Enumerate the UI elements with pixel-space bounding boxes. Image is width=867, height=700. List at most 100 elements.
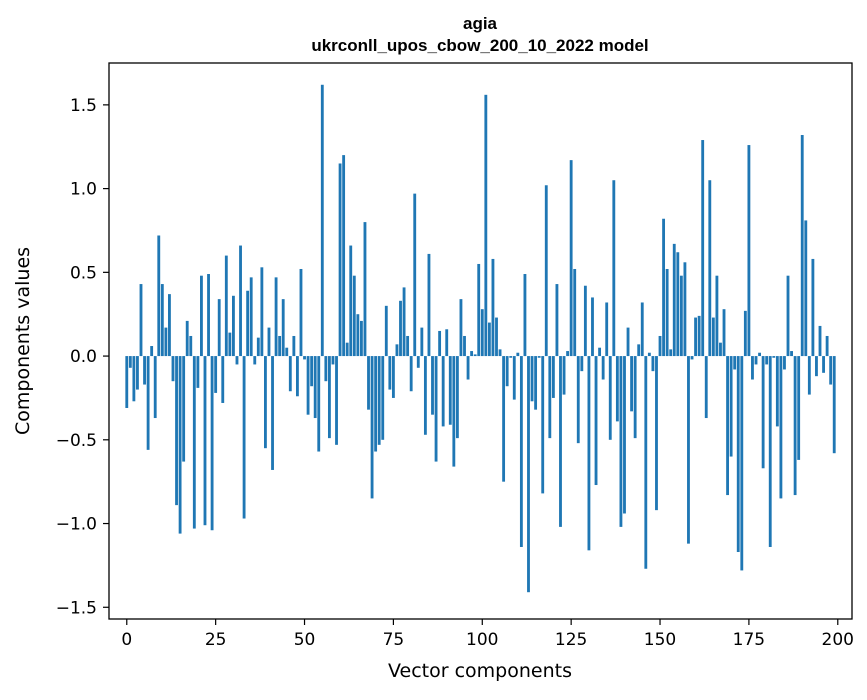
bar-component-164	[708, 180, 712, 357]
bar-component-140	[623, 356, 626, 514]
bar-component-139	[619, 356, 623, 527]
bar-component-78	[402, 287, 406, 357]
bar-component-97	[470, 351, 474, 357]
bar-component-26	[217, 299, 221, 357]
x-axis-label: Vector components	[388, 660, 572, 682]
bar-component-134	[601, 356, 605, 380]
bar-component-178	[758, 352, 761, 357]
bar-component-124	[566, 351, 570, 357]
bar-component-88	[438, 330, 442, 357]
bar-component-68	[367, 356, 370, 410]
bar-component-65	[356, 314, 360, 357]
bar-component-20	[196, 356, 200, 388]
bar-component-167	[719, 342, 722, 357]
bar-component-192	[807, 356, 811, 395]
y-tick-label: 0.5	[70, 263, 97, 283]
bar-component-104	[495, 317, 498, 357]
bar-component-153	[669, 349, 673, 357]
bar-component-145	[640, 302, 644, 357]
bar-component-108	[509, 356, 513, 358]
bar-component-5	[143, 356, 146, 385]
bar-component-28	[224, 255, 228, 357]
y-axis: −1.5 −1.0 −0.5 0.0 0.5 1.0 1.5	[56, 96, 109, 618]
bar-component-69	[370, 356, 374, 499]
bar-component-46	[288, 356, 292, 392]
bar-component-115	[534, 356, 538, 410]
bar-component-155	[676, 252, 680, 357]
bar-component-83	[420, 327, 424, 357]
bars-layer	[125, 84, 836, 593]
bar-component-131	[591, 297, 594, 357]
bar-component-38	[260, 267, 264, 357]
bar-component-12	[168, 294, 171, 357]
bar-component-53	[313, 356, 317, 419]
chart-subtitle: ukrconll_upos_cbow_200_10_2022 model	[311, 36, 648, 55]
bar-component-92	[452, 356, 456, 467]
bar-component-105	[498, 349, 502, 357]
bar-component-63	[349, 245, 353, 357]
bar-component-198	[829, 356, 833, 385]
bar-component-144	[637, 344, 641, 357]
bar-component-123	[562, 356, 566, 395]
bar-component-193	[811, 258, 815, 357]
bar-component-121	[555, 284, 559, 357]
bar-component-81	[413, 193, 417, 357]
bar-component-154	[672, 243, 676, 357]
bar-component-119	[548, 356, 552, 439]
bar-component-128	[580, 356, 584, 372]
bar-component-52	[310, 356, 314, 387]
y-axis-label: Components values	[12, 247, 34, 435]
bar-component-19	[192, 356, 196, 529]
bar-component-183	[775, 356, 779, 427]
bar-component-49	[299, 268, 303, 357]
bar-component-100	[480, 309, 484, 357]
bar-component-34	[246, 290, 250, 357]
bar-component-116	[537, 356, 541, 358]
y-tick-label: −0.5	[56, 431, 97, 451]
bar-component-190	[800, 135, 804, 357]
bar-component-7	[150, 346, 154, 357]
bar-component-152	[665, 268, 669, 357]
bar-component-138	[615, 356, 619, 422]
bar-component-168	[722, 309, 726, 357]
bar-component-159	[690, 356, 694, 360]
bar-component-75	[391, 356, 395, 398]
x-tick-label: 75	[383, 630, 405, 650]
bar-component-179	[761, 356, 765, 469]
bar-component-6	[146, 356, 150, 450]
bar-component-74	[388, 356, 392, 390]
bar-component-1	[128, 356, 132, 368]
bar-component-87	[434, 356, 438, 462]
bar-component-160	[694, 317, 698, 357]
bar-component-173	[740, 356, 744, 571]
bar-component-93	[455, 356, 459, 439]
bar-component-98	[473, 354, 477, 357]
bar-component-84	[423, 356, 427, 435]
bar-component-44	[281, 299, 285, 357]
bar-component-8	[153, 356, 157, 419]
bar-component-58	[331, 356, 335, 365]
bar-component-199	[832, 356, 836, 454]
bar-component-55	[320, 84, 324, 357]
bar-component-196	[822, 356, 825, 373]
bar-component-157	[683, 262, 687, 357]
x-tick-label: 200	[822, 630, 854, 650]
bar-component-174	[743, 310, 747, 357]
bar-component-177	[754, 356, 758, 365]
chart-title: agia	[463, 14, 498, 33]
bar-component-31	[235, 356, 239, 365]
bar-component-166	[715, 275, 719, 357]
bar-component-3	[136, 356, 139, 390]
bar-component-143	[633, 356, 637, 439]
bar-component-43	[278, 335, 282, 357]
bar-component-132	[594, 356, 598, 486]
bar-component-27	[221, 356, 225, 403]
bar-component-9	[157, 235, 161, 357]
bar-component-148	[651, 356, 655, 372]
bar-component-24	[210, 356, 214, 531]
bar-component-176	[751, 356, 754, 380]
bar-component-129	[583, 285, 587, 357]
bar-component-91	[448, 356, 452, 425]
bar-component-67	[363, 222, 367, 357]
